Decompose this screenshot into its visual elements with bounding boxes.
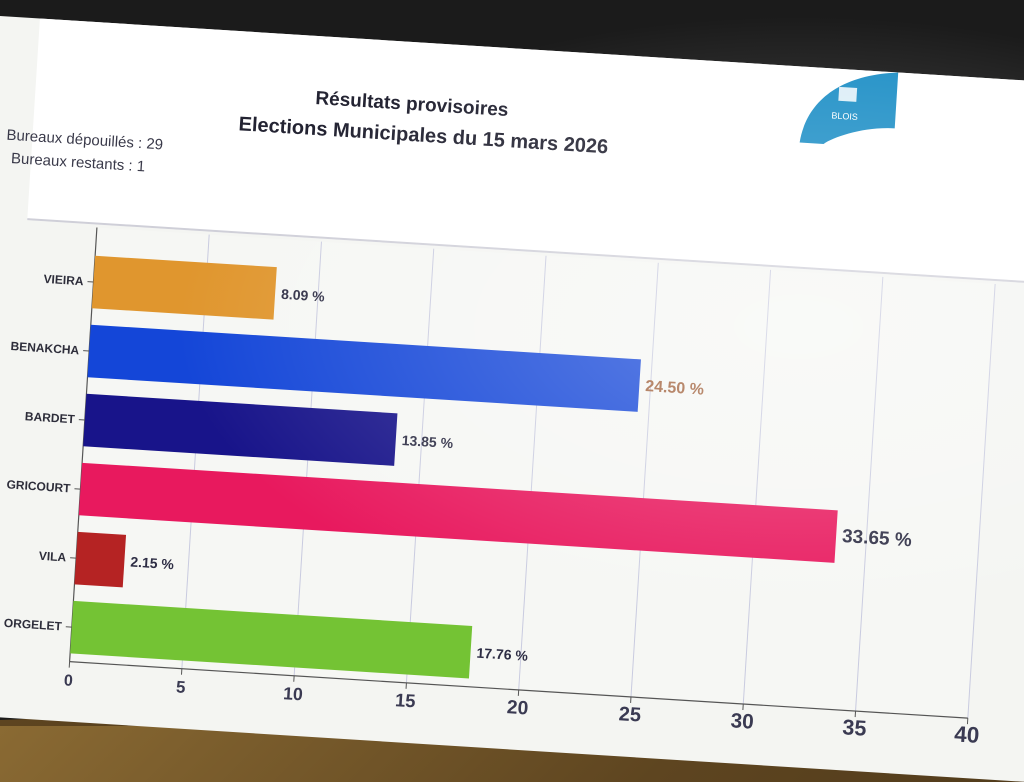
category-label: ORGELET — [3, 616, 62, 634]
bar-chart: 0 5 10 15 20 25 30 35 40 VIEIRA 8.09 % BENAKCHA 24.5… — [0, 16, 1024, 782]
x-tick-label: 5 — [175, 677, 186, 697]
x-tick-label: 10 — [283, 683, 304, 704]
category-label: GRICOURT — [6, 477, 71, 495]
data-label: 24.50 % — [645, 378, 705, 399]
x-tick-label: 40 — [954, 721, 980, 748]
x-tick-label: 15 — [394, 689, 416, 711]
category-label: VILA — [38, 549, 66, 565]
data-label: 17.76 % — [476, 645, 529, 664]
data-label: 2.15 % — [130, 554, 175, 573]
category-label: BENAKCHA — [10, 339, 80, 357]
data-label: 8.09 % — [281, 286, 326, 305]
x-tick-label: 30 — [730, 709, 755, 733]
x-tick-label: 35 — [842, 714, 868, 740]
screen: Résultats provisoires Elections Municipa… — [0, 16, 1024, 782]
bar-vila — [74, 532, 126, 588]
x-tick-label: 20 — [506, 697, 529, 719]
x-tick-label: 0 — [63, 672, 73, 690]
category-label: BARDET — [24, 409, 75, 426]
data-label: 13.85 % — [401, 432, 454, 451]
data-label: 33.65 % — [841, 526, 912, 551]
x-tick-label: 25 — [618, 703, 642, 726]
category-label: VIEIRA — [43, 272, 84, 289]
